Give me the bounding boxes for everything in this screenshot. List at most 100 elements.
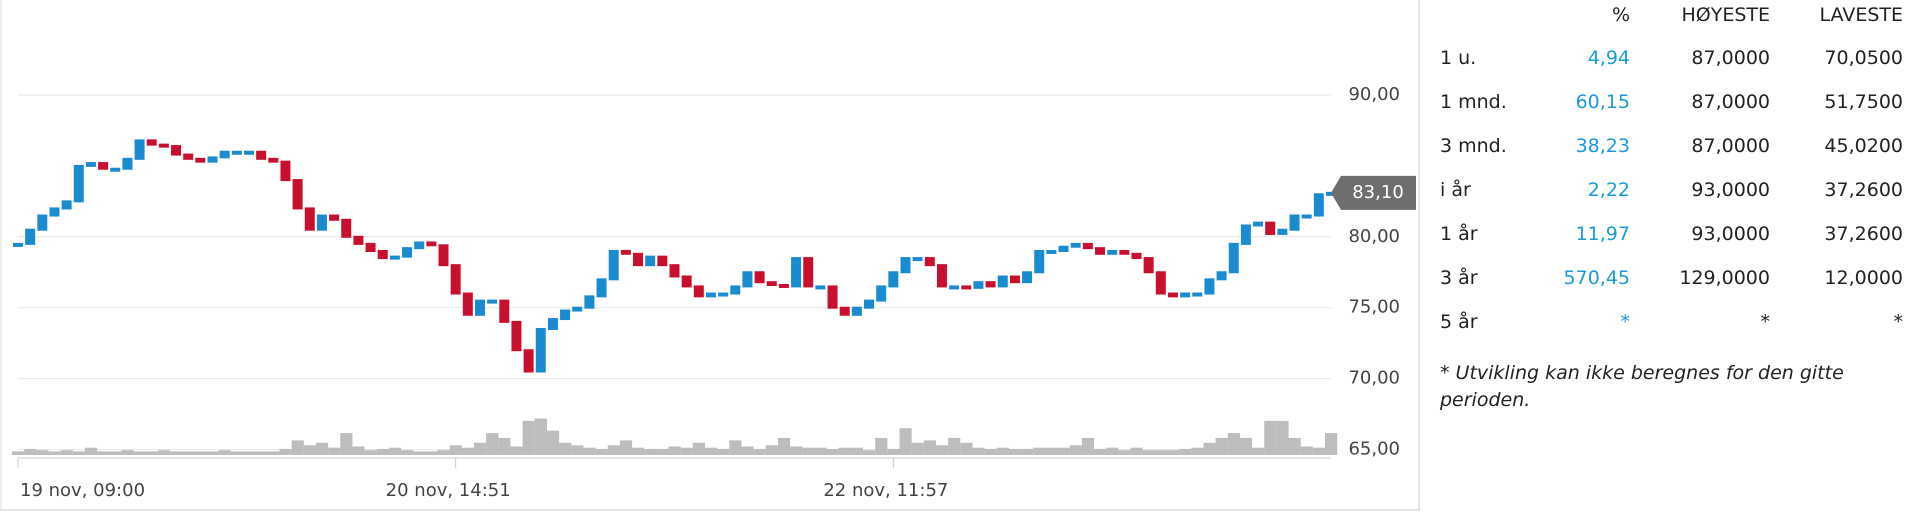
percent: * [1620, 311, 1631, 333]
volume-bar [1069, 445, 1082, 455]
row-label: 5 år [1440, 311, 1478, 333]
volume-bar [425, 451, 438, 455]
candle [657, 255, 668, 267]
candle [256, 150, 267, 160]
volume-bar [1154, 450, 1167, 455]
candle [316, 214, 327, 231]
candle [669, 264, 680, 278]
volume-bar [413, 451, 426, 455]
candle [803, 257, 814, 288]
candle [584, 295, 595, 309]
candle [547, 318, 558, 330]
column-header: HØYESTE [1681, 4, 1770, 26]
candle [1058, 245, 1069, 252]
candle [876, 285, 887, 302]
percent: 4,94 [1587, 47, 1630, 69]
candle [973, 281, 984, 289]
volume-bar [230, 451, 244, 455]
volume-bar [401, 450, 414, 455]
volume-bar [328, 447, 341, 455]
footnote: * Utvikling kan ikke beregnes for den gi… [1440, 362, 1844, 411]
volume-bar [1227, 433, 1240, 455]
volume-bar [170, 451, 183, 455]
volume-bar [1094, 448, 1107, 455]
price: 87,0000 [1691, 91, 1770, 113]
volume-bar [619, 440, 633, 455]
candle [73, 164, 84, 203]
chart: 65,00 70,00 75,00 80,00 90,00 19 nov, 09:00 20… [0, 0, 1420, 511]
price: * [1760, 311, 1771, 333]
candle [183, 153, 194, 160]
volume-bar [97, 451, 110, 455]
candle [268, 157, 279, 163]
volume-bar [1325, 433, 1338, 455]
candle [365, 242, 376, 252]
candle [791, 257, 802, 288]
candle [1034, 249, 1045, 274]
volume-bar [960, 442, 973, 455]
volume-bar [1081, 437, 1095, 455]
volume-bar [1057, 447, 1070, 455]
candle [195, 157, 206, 163]
volume-bar [510, 446, 523, 455]
volume-bar [1118, 450, 1131, 455]
volume-bar [1203, 442, 1216, 455]
volume-bar [1179, 448, 1192, 455]
volume-bar [473, 442, 487, 455]
candle [1313, 193, 1324, 217]
candle [402, 247, 413, 258]
volume-bar [218, 450, 231, 455]
candle [936, 264, 947, 288]
volume-bar [1106, 447, 1119, 455]
volume-bar [449, 445, 462, 455]
y-tick-label: 75,00 [1348, 297, 1400, 318]
candle [742, 271, 753, 288]
volume-bar [1215, 437, 1228, 455]
candle [110, 167, 121, 172]
volume-bar [802, 447, 815, 455]
volume-bar [704, 447, 718, 455]
y-tick-label: 70,00 [1348, 368, 1400, 389]
volume-bar [753, 448, 766, 455]
candle [219, 150, 230, 159]
column-header: LAVESTE [1819, 4, 1903, 26]
candle [864, 299, 875, 309]
candle [620, 249, 631, 255]
volume-bar [1300, 446, 1313, 455]
volume-bar [388, 447, 402, 455]
volume-bar [534, 418, 547, 455]
candle [1301, 214, 1312, 219]
candle [523, 349, 534, 373]
percent: 570,45 [1563, 267, 1630, 289]
volume-bar [437, 450, 450, 455]
volume-bar [1033, 447, 1046, 455]
volume-bar [1252, 447, 1265, 455]
percent: 2,22 [1587, 179, 1630, 201]
candle [122, 157, 133, 170]
volume-bar [24, 448, 37, 455]
candle [1131, 252, 1142, 260]
row-label: 3 år [1440, 267, 1478, 289]
candle [778, 284, 789, 289]
percent: 11,97 [1575, 223, 1630, 245]
volume-bar [571, 445, 584, 455]
candle [280, 160, 291, 182]
candle [438, 244, 449, 267]
percent: 38,23 [1575, 135, 1630, 157]
candle [1155, 271, 1166, 295]
volume-bar [826, 448, 839, 455]
volume-bar [1288, 437, 1301, 455]
candle [1022, 271, 1033, 284]
candle [997, 275, 1008, 288]
column-header: % [1611, 4, 1630, 26]
volume-bar [644, 448, 657, 455]
candle [1180, 292, 1191, 298]
volume-bar [790, 446, 803, 455]
volume-bar [1166, 450, 1180, 455]
candle [146, 139, 157, 146]
volume-bar [899, 428, 912, 455]
candle [815, 285, 826, 290]
candle [633, 252, 644, 267]
volume-bar [36, 450, 49, 455]
